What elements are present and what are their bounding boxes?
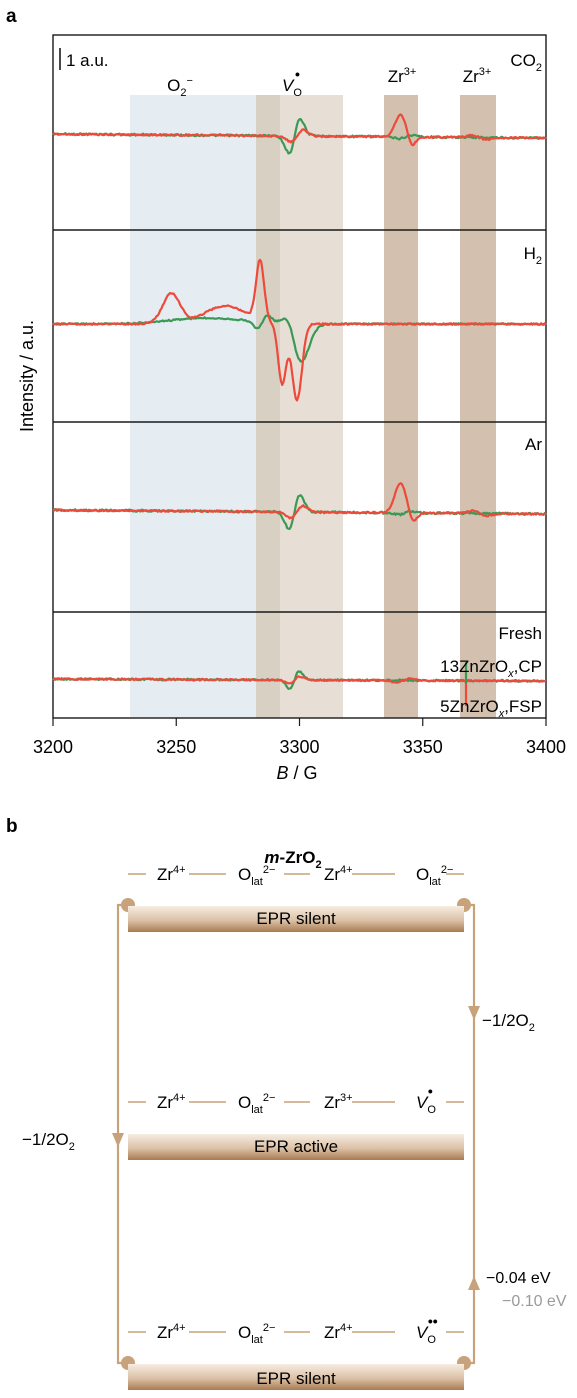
arrowhead-right-down xyxy=(468,1006,480,1020)
energy-label-1: −0.04 eV xyxy=(486,1270,551,1287)
x-axis: 3200 3250 3300 3350 3400 xyxy=(33,718,566,757)
row-2-species-1: Zr4+ xyxy=(157,1092,186,1112)
row-3-species-3: Zr4+ xyxy=(324,1322,353,1342)
band-zr3b xyxy=(460,95,496,718)
state-rows: Zr4+ Olat2− Zr4+ Olat2− Zr4+ Olat2− Zr3+ VO• Zr4… xyxy=(128,864,464,1346)
spectra xyxy=(52,113,547,690)
band-label-zr3b: Zr3+ xyxy=(463,66,492,86)
arrowhead-left-down xyxy=(112,1133,124,1147)
arrowhead-right-up xyxy=(468,1276,480,1290)
band-vo-overlap xyxy=(256,95,280,718)
panel-label-fresh: Fresh xyxy=(499,624,542,643)
row-1-species-1: Zr4+ xyxy=(157,864,186,884)
row-1-species-4: Olat2− xyxy=(416,864,453,888)
shaded-bands xyxy=(130,95,496,718)
co2-red-trace xyxy=(52,113,547,147)
scale-bar-label: 1 a.u. xyxy=(66,51,109,70)
row-1-species-3: Zr4+ xyxy=(324,864,353,884)
panel-label-ar: Ar xyxy=(525,435,542,454)
state-bar-2 xyxy=(128,1134,464,1160)
x-axis-label: B / G xyxy=(276,763,317,783)
arrow-left-label: −1/2O2 xyxy=(22,1130,75,1153)
panel-b-letter: b xyxy=(6,816,18,837)
x-tick-label: 3400 xyxy=(526,737,566,757)
row-2-species-2: Olat2− xyxy=(238,1092,275,1116)
panel-label-h2: H2 xyxy=(524,244,542,267)
x-tick-label: 3350 xyxy=(403,737,443,757)
energy-label-2: −0.10 eV xyxy=(502,1293,567,1310)
band-vo xyxy=(280,95,343,718)
state-bar-3 xyxy=(128,1364,464,1390)
panel-a-letter: a xyxy=(6,6,17,27)
h2-red-trace xyxy=(52,258,547,402)
band-label-vo: VO• xyxy=(282,66,302,99)
legend-green-label: 13ZnZrOx,CP xyxy=(440,657,542,680)
panel-b-title: m-ZrO2 xyxy=(264,848,321,871)
x-tick-label: 3250 xyxy=(156,737,196,757)
row-3-species-2: Olat2− xyxy=(238,1322,275,1346)
band-zr3 xyxy=(384,95,418,718)
state-bar-2-label: EPR active xyxy=(254,1137,338,1156)
band-label-o2: O2− xyxy=(167,75,193,99)
state-bar-1 xyxy=(128,906,464,932)
x-tick-label: 3300 xyxy=(279,737,319,757)
band-o2 xyxy=(130,95,256,718)
legend-red-label: 5ZnZrOx,FSP xyxy=(440,697,542,720)
state-bar-1-label: EPR silent xyxy=(256,909,336,928)
panel-label-co2: CO2 xyxy=(510,51,542,74)
band-label-zr3: Zr3+ xyxy=(388,66,417,86)
y-axis-label: Intensity / a.u. xyxy=(17,320,37,432)
x-tick-label: 3200 xyxy=(33,737,73,757)
row-2-species-4: VO• xyxy=(416,1083,436,1116)
row-3-species-1: Zr4+ xyxy=(157,1322,186,1342)
state-bar-3-label: EPR silent xyxy=(256,1369,336,1388)
arrow-right-top-label: −1/2O2 xyxy=(482,1011,535,1034)
row-3-species-4: VO•• xyxy=(416,1313,438,1346)
row-2-species-3: Zr3+ xyxy=(324,1092,353,1112)
ar-red-trace xyxy=(52,482,547,522)
row-1-species-2: Olat2− xyxy=(238,864,275,888)
fresh-red-trace xyxy=(52,675,547,685)
